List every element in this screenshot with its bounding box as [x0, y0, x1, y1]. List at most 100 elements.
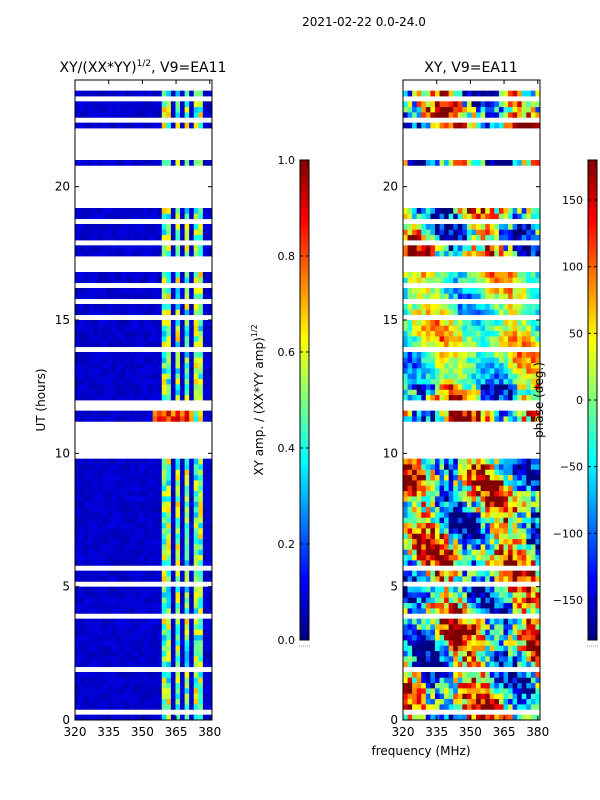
heatmap-cell	[512, 592, 518, 598]
heatmap-cell	[444, 693, 450, 700]
heatmap-cell	[157, 554, 163, 561]
heatmap-cell	[97, 698, 103, 705]
heatmap-cell	[184, 288, 190, 294]
heatmap-cell	[116, 592, 122, 598]
heatmap-cell	[530, 570, 536, 577]
heatmap-cell	[434, 112, 440, 118]
heatmap-cell	[202, 352, 208, 358]
heatmap-cell	[138, 464, 144, 470]
heatmap-cell	[202, 336, 208, 342]
heatmap-cell	[403, 330, 408, 337]
heatmap-cell	[175, 208, 181, 214]
heatmap-cell	[412, 250, 418, 257]
heatmap-cell	[430, 229, 436, 236]
heatmap-cell	[494, 357, 500, 364]
heatmap-cell	[120, 309, 126, 316]
heatmap-cell	[517, 208, 523, 214]
heatmap-cell	[180, 458, 185, 465]
heatmap-cell	[503, 410, 509, 417]
heatmap-cell	[175, 528, 181, 534]
heatmap-cell	[161, 560, 167, 566]
heatmap-cell	[508, 90, 513, 97]
heatmap-cell	[412, 160, 418, 166]
heatmap-cell	[97, 160, 103, 166]
heatmap-cell	[116, 122, 122, 129]
heatmap-cell	[148, 490, 154, 497]
heatmap-cell	[189, 576, 195, 582]
heatmap-cell	[521, 698, 527, 705]
heatmap-cell	[489, 309, 495, 316]
heatmap-cell	[175, 384, 181, 390]
heatmap-cell	[88, 538, 94, 545]
heatmap-cell	[508, 373, 513, 380]
heatmap-cell	[485, 549, 491, 556]
heatmap-cell	[462, 320, 468, 326]
heatmap-cell	[202, 213, 208, 220]
heatmap-cell	[503, 645, 509, 652]
heatmap-cell	[471, 624, 477, 630]
heatmap-cell	[75, 650, 80, 657]
heatmap-cell	[180, 533, 185, 540]
heatmap-cell	[421, 645, 427, 652]
heatmap-cell	[161, 506, 167, 513]
heatmap-cell	[79, 549, 85, 556]
heatmap-cell	[444, 490, 450, 497]
heatmap-cell	[444, 384, 450, 390]
heatmap-cell	[480, 112, 486, 118]
heatmap-cell	[480, 208, 486, 214]
heatmap-cell	[503, 640, 509, 646]
heatmap-cell	[93, 320, 99, 326]
heatmap-cell	[439, 528, 445, 534]
heatmap-cell	[453, 597, 459, 604]
heatmap-cell	[148, 586, 154, 593]
heatmap-cell	[148, 368, 154, 374]
heatmap-cell	[120, 650, 126, 657]
heatmap-cell	[494, 650, 500, 657]
heatmap-cell	[84, 272, 90, 278]
heatmap-cell	[102, 608, 108, 614]
y-tick-label: 15	[383, 313, 398, 327]
heatmap-cell	[193, 336, 199, 342]
heatmap-cell	[161, 656, 167, 662]
heatmap-cell	[170, 661, 176, 668]
heatmap-cell	[148, 661, 154, 668]
heatmap-cell	[138, 277, 144, 284]
heatmap-cell	[102, 533, 108, 540]
heatmap-cell	[166, 229, 172, 236]
heatmap-cell	[84, 688, 90, 694]
heatmap-cell	[416, 458, 422, 465]
heatmap-cell	[143, 357, 149, 364]
heatmap-cell	[102, 229, 108, 236]
heatmap-cell	[138, 592, 144, 598]
heatmap-cell	[476, 608, 482, 614]
heatmap-cell	[498, 368, 504, 374]
heatmap-cell	[207, 357, 212, 364]
heatmap-cell	[207, 554, 212, 561]
heatmap-cell	[517, 661, 523, 668]
heatmap-cell	[503, 672, 509, 678]
heatmap-cell	[508, 512, 513, 518]
heatmap-cell	[430, 688, 436, 694]
heatmap-cell	[125, 656, 131, 662]
heatmap-cell	[462, 234, 468, 241]
heatmap-cell	[489, 341, 495, 348]
heatmap-cell	[143, 714, 149, 720]
heatmap-cell	[503, 160, 509, 166]
heatmap-cell	[88, 570, 94, 577]
heatmap-cell	[106, 618, 112, 625]
heatmap-cell	[198, 416, 204, 422]
heatmap-cell	[148, 101, 154, 108]
heatmap-cell	[476, 373, 482, 380]
heatmap-cell	[175, 501, 181, 508]
heatmap-cell	[503, 490, 509, 497]
heatmap-cell	[120, 629, 126, 636]
heatmap-cell	[198, 106, 204, 113]
heatmap-cell	[453, 362, 459, 369]
heatmap-cell	[198, 272, 204, 278]
heatmap-cell	[476, 528, 482, 534]
heatmap-cell	[125, 634, 131, 641]
heatmap-cell	[503, 357, 509, 364]
heatmap-cell	[416, 293, 422, 300]
heatmap-cell	[403, 672, 408, 678]
heatmap-cell	[407, 528, 413, 534]
